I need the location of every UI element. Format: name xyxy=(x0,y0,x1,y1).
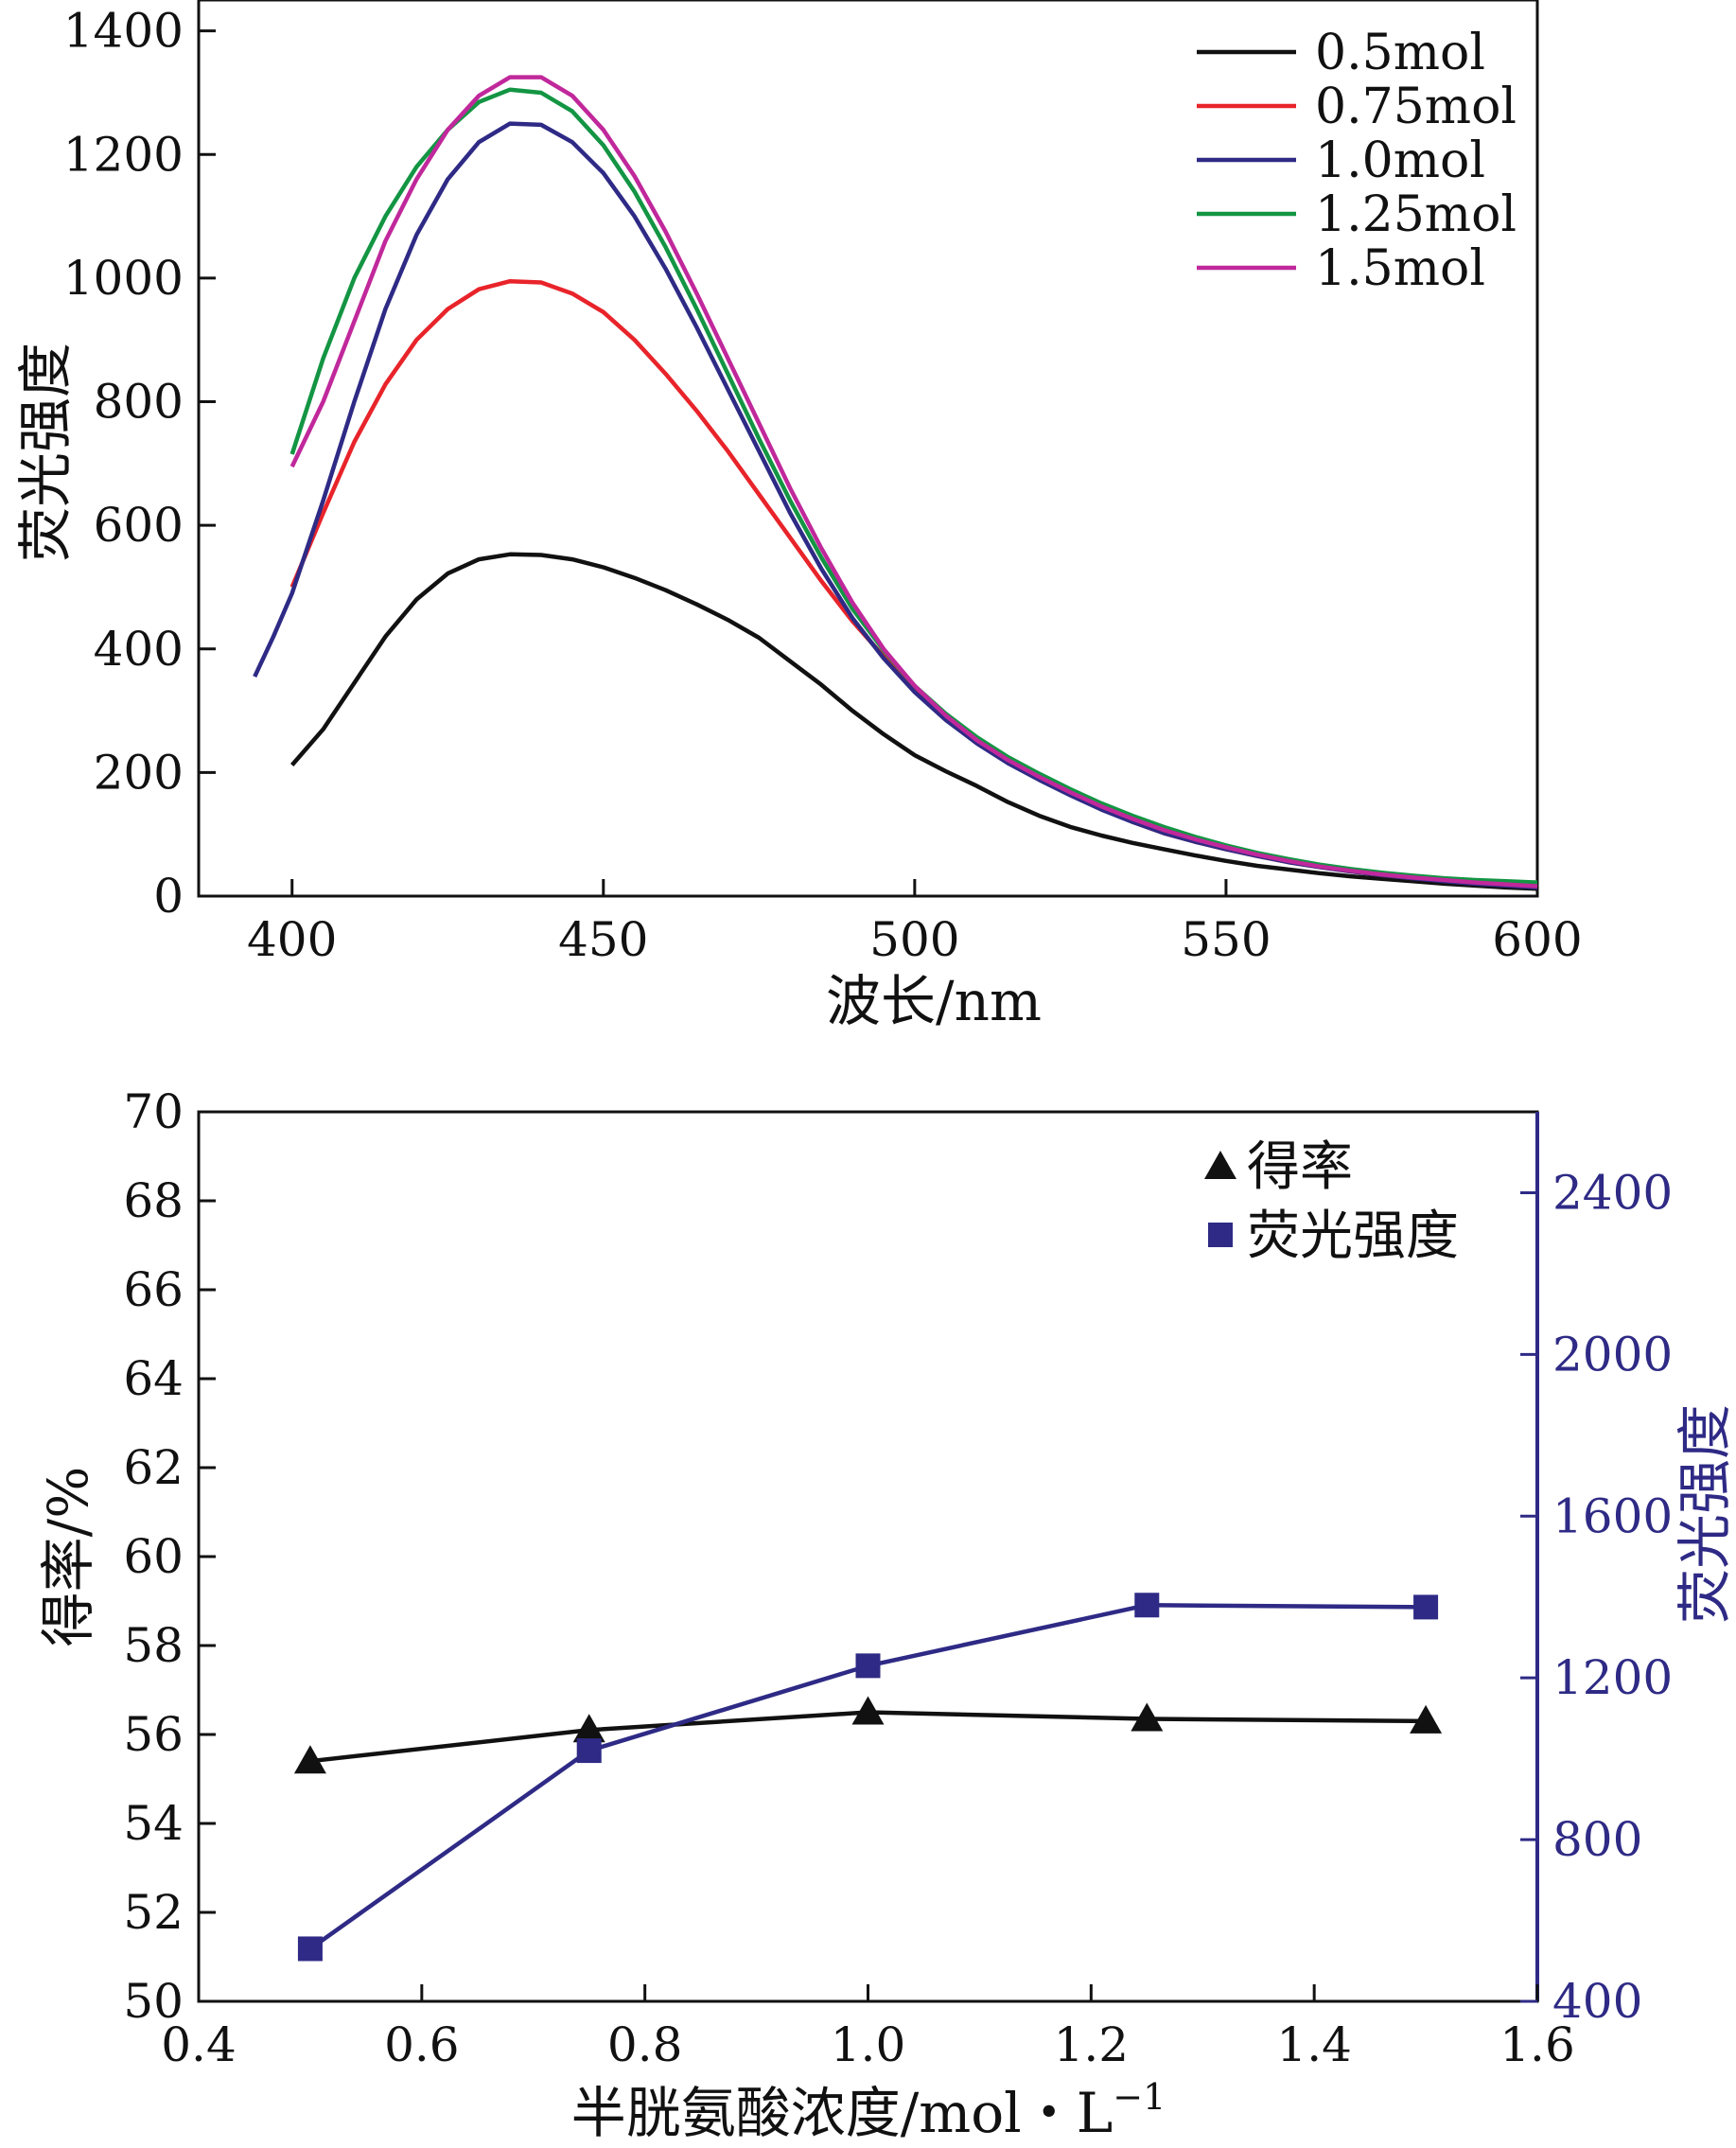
spectrum-series-line-0 xyxy=(290,552,1538,891)
spectrum-y-tick-label: 800 xyxy=(94,375,184,430)
spectrum-y-tick-label: 1400 xyxy=(63,4,184,59)
spectrum-legend-label-2: 1.0mol xyxy=(1315,132,1485,189)
spectrum-plot-frame xyxy=(197,0,1539,898)
yield-x-tick-label: 0.6 xyxy=(384,2017,460,2072)
spectrum-y-tick-label: 400 xyxy=(94,622,184,677)
spectrum-legend-label-4: 1.5mol xyxy=(1315,240,1485,297)
yield-square-marker xyxy=(297,1936,323,1962)
spectrum-legend-label-0: 0.5mol xyxy=(1315,25,1485,81)
yield-series xyxy=(293,1593,1443,1962)
spectrum-ticks: 400 450 500 550 600 0 200 400 600 800 1000 1200 1400 xyxy=(63,4,1583,967)
yield-right-tick-label: 1600 xyxy=(1552,1488,1673,1543)
yield-ticks: 0.4 0.6 0.8 1.0 1.2 1.4 1.6 50 52 54 56 58 60 62 64 66 6… xyxy=(123,1084,1673,2072)
yield-right-y-axis-title: 荧光强度 xyxy=(1673,1404,1736,1624)
spectrum-y-tick-label: 1000 xyxy=(63,251,184,306)
yield-legend-square xyxy=(1208,1223,1233,1247)
yield-right-tick-label: 800 xyxy=(1552,1812,1642,1867)
yield-square-marker xyxy=(1413,1594,1439,1620)
spectrum-x-tick-label: 500 xyxy=(869,912,959,967)
yield-triangle-marker xyxy=(1410,1704,1443,1734)
spectrum-y-tick-label: 600 xyxy=(94,498,184,553)
yield-right-tick-label: 2000 xyxy=(1552,1327,1673,1382)
spectrum-x-axis-title: 波长/nm xyxy=(826,969,1042,1033)
yield-left-tick-label: 60 xyxy=(123,1529,184,1584)
yield-right-tick-label: 2400 xyxy=(1552,1165,1673,1220)
spectrum-legend-label-3: 1.25mol xyxy=(1315,186,1517,243)
yield-triangle-marker xyxy=(572,1714,605,1743)
yield-square-marker xyxy=(576,1738,602,1764)
yield-left-tick-label: 54 xyxy=(123,1796,184,1851)
yield-x-tick-label: 0.4 xyxy=(161,2017,237,2072)
spectrum-chart: 400 450 500 550 600 0 200 400 600 800 1000 1200 1400… xyxy=(13,0,1583,1033)
spectrum-series-line-4 xyxy=(289,75,1538,889)
yield-left-tick-label: 68 xyxy=(123,1173,184,1228)
yield-left-tick-label: 62 xyxy=(123,1440,184,1495)
yield-right-tick-label: 1200 xyxy=(1552,1650,1673,1705)
yield-left-tick-label: 66 xyxy=(123,1262,184,1317)
yield-square-marker xyxy=(1134,1593,1160,1618)
spectrum-x-tick-label: 600 xyxy=(1492,912,1582,967)
yield-left-tick-label: 70 xyxy=(123,1084,184,1139)
spectrum-x-tick-label: 550 xyxy=(1181,912,1271,967)
spectrum-y-tick-label: 200 xyxy=(94,745,184,800)
yield-left-tick-label: 52 xyxy=(123,1885,184,1940)
spectrum-series xyxy=(253,75,1538,891)
yield-x-axis-title-superscript: −1 xyxy=(1113,2076,1166,2118)
yield-left-y-axis-title: 得率/% xyxy=(36,1467,100,1647)
yield-chart: 0.4 0.6 0.8 1.0 1.2 1.4 1.6 50 52 54 56 58 60 62 64 66 6… xyxy=(36,1084,1736,2145)
yield-triangle-marker xyxy=(851,1696,885,1725)
yield-legend-triangle xyxy=(1204,1151,1236,1179)
yield-right-tick-label: 400 xyxy=(1552,1974,1642,2029)
yield-triangle-marker xyxy=(293,1745,326,1774)
spectrum-y-tick-label: 0 xyxy=(153,869,184,924)
yield-square-marker xyxy=(855,1653,881,1679)
spectrum-series-line-1 xyxy=(289,278,1538,889)
spectrum-y-axis-title: 荧光强度 xyxy=(13,343,78,562)
spectrum-legend-label-1: 0.75mol xyxy=(1315,79,1517,135)
yield-left-tick-label: 56 xyxy=(123,1707,184,1762)
yield-left-tick-label: 64 xyxy=(123,1351,184,1406)
yield-x-tick-label: 1.4 xyxy=(1276,2017,1352,2072)
spectrum-y-tick-label: 1200 xyxy=(63,127,184,182)
spectrum-x-tick-label: 450 xyxy=(558,912,648,967)
yield-left-tick-label: 50 xyxy=(123,1974,184,2029)
yield-triangle-marker xyxy=(1131,1702,1164,1732)
yield-x-axis-title-main: 半胱氨酸浓度/mol・L xyxy=(571,2081,1113,2145)
yield-x-tick-label: 1.0 xyxy=(831,2017,906,2072)
yield-x-tick-label: 1.2 xyxy=(1054,2017,1130,2072)
spectrum-x-tick-label: 400 xyxy=(247,912,337,967)
yield-x-axis-title: 半胱氨酸浓度/mol・L−1 xyxy=(571,2076,1166,2145)
yield-legend-label-0: 得率 xyxy=(1247,1136,1353,1198)
yield-left-tick-label: 58 xyxy=(123,1618,184,1673)
yield-x-tick-label: 1.6 xyxy=(1499,2017,1575,2072)
yield-x-tick-label: 0.8 xyxy=(607,2017,683,2072)
yield-legend-label-1: 荧光强度 xyxy=(1247,1206,1459,1267)
